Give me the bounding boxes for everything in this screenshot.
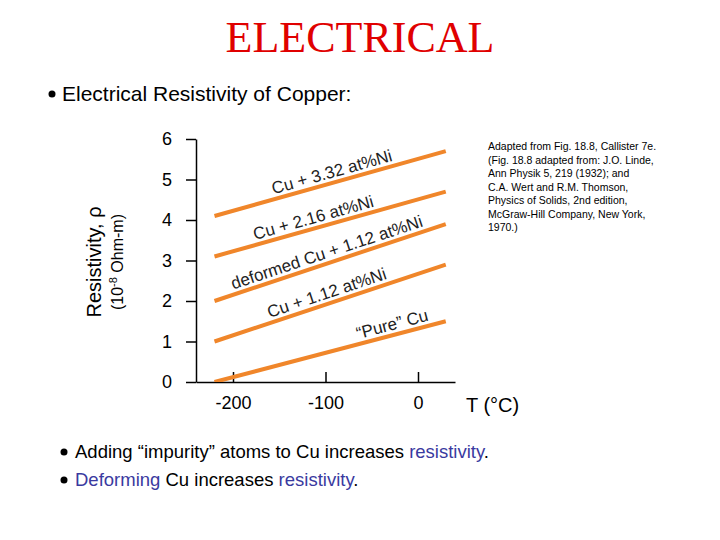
- emphasis-text: Deforming: [75, 469, 160, 490]
- y-tick-mark: [186, 301, 196, 303]
- bullet-dot: [49, 91, 56, 98]
- y-tick-mark: [186, 260, 196, 262]
- y-axis-title: Resistivity, ρ: [83, 206, 105, 317]
- y-tick-label: 6: [162, 129, 172, 149]
- plain-text: Adding “impurity” atoms to Cu increases: [75, 441, 409, 462]
- x-tick-label: -200: [215, 393, 251, 413]
- y-tick-mark: [186, 220, 196, 222]
- line-labels: Cu + 3.32 at%NiCu + 2.16 at%Nideformed C…: [229, 146, 431, 343]
- units-exponent: -8: [107, 277, 119, 287]
- x-tick: 0: [413, 372, 423, 413]
- line-label: deformed Cu + 1.12 at%Ni: [229, 212, 426, 293]
- y-tick-mark: [186, 341, 196, 343]
- y-tick: 4: [162, 210, 196, 230]
- y-tick-label: 3: [162, 251, 172, 271]
- y-tick-label: 0: [162, 372, 172, 392]
- line-label: Cu + 3.32 at%Ni: [270, 146, 395, 198]
- y-tick: 6: [162, 129, 196, 149]
- slide: ELECTRICAL Electrical Resistivity of Copp…: [0, 0, 720, 540]
- y-axis-units: (10-8 Ohm-m): [107, 214, 126, 310]
- y-tick-label: 1: [162, 332, 172, 352]
- x-tick: -100: [308, 372, 344, 413]
- y-tick: 3: [162, 251, 196, 271]
- y-tick-mark: [186, 179, 196, 181]
- plain-text: .: [353, 469, 358, 490]
- caption-line: C.A. Wert and R.M. Thomson,: [488, 181, 628, 193]
- bullet-text: Adding “impurity” atoms to Cu increases …: [75, 441, 489, 462]
- heading: Electrical Resistivity of Copper:: [62, 82, 351, 105]
- caption-line: 1970.): [488, 221, 518, 233]
- caption-line: McGraw-Hill Company, New York,: [488, 208, 645, 220]
- y-tick-mark: [186, 382, 196, 384]
- emphasis-text: resistivity: [409, 441, 486, 462]
- y-tick: 0: [162, 372, 196, 392]
- units-rest: Ohm-m): [109, 214, 126, 277]
- y-tick-mark: [186, 139, 196, 141]
- bullet-dot: [61, 449, 68, 456]
- bullet-dot: [61, 477, 68, 484]
- caption-line: Physics of Solids, 2nd edition,: [488, 194, 628, 206]
- line-label: Cu + 1.12 at%Ni: [265, 264, 389, 321]
- y-axis: 0 1 2 3 4 5 6: [162, 129, 197, 392]
- caption-line: Adapted from Fig. 18.8, Callister 7e.: [488, 140, 656, 152]
- x-tick-mark: [418, 372, 420, 382]
- caption-line: (Fig. 18.8 adapted from: J.O. Linde,: [488, 154, 654, 166]
- x-tick-mark: [325, 372, 327, 382]
- line-label: “Pure” Cu: [354, 306, 430, 343]
- series-line: [215, 321, 446, 382]
- units-base: (10: [109, 287, 126, 310]
- bullet-text: Deforming Cu increases resistivity.: [75, 469, 358, 490]
- plain-text: .: [484, 441, 489, 462]
- x-tick-label: 0: [413, 393, 423, 413]
- y-tick: 2: [162, 291, 196, 311]
- x-axis-title: T (°C): [466, 394, 519, 416]
- slide-canvas: ELECTRICAL Electrical Resistivity of Copp…: [0, 0, 720, 540]
- caption: Adapted from Fig. 18.8, Callister 7e. (Fi…: [488, 140, 656, 233]
- x-tick-label: -100: [308, 393, 344, 413]
- slide-title: ELECTRICAL: [226, 13, 495, 62]
- plain-text: Cu increases: [160, 469, 278, 490]
- y-tick: 1: [162, 332, 196, 352]
- caption-line: Ann Physik 5, 219 (1932); and: [488, 167, 629, 179]
- bullets: Adding “impurity” atoms to Cu increases …: [61, 441, 489, 490]
- plot-lines: [215, 151, 446, 382]
- y-tick-label: 4: [162, 210, 172, 230]
- y-tick: 5: [162, 170, 196, 190]
- y-tick-label: 2: [162, 291, 172, 311]
- y-tick-label: 5: [162, 170, 172, 190]
- emphasis-text: resistivity: [279, 469, 356, 490]
